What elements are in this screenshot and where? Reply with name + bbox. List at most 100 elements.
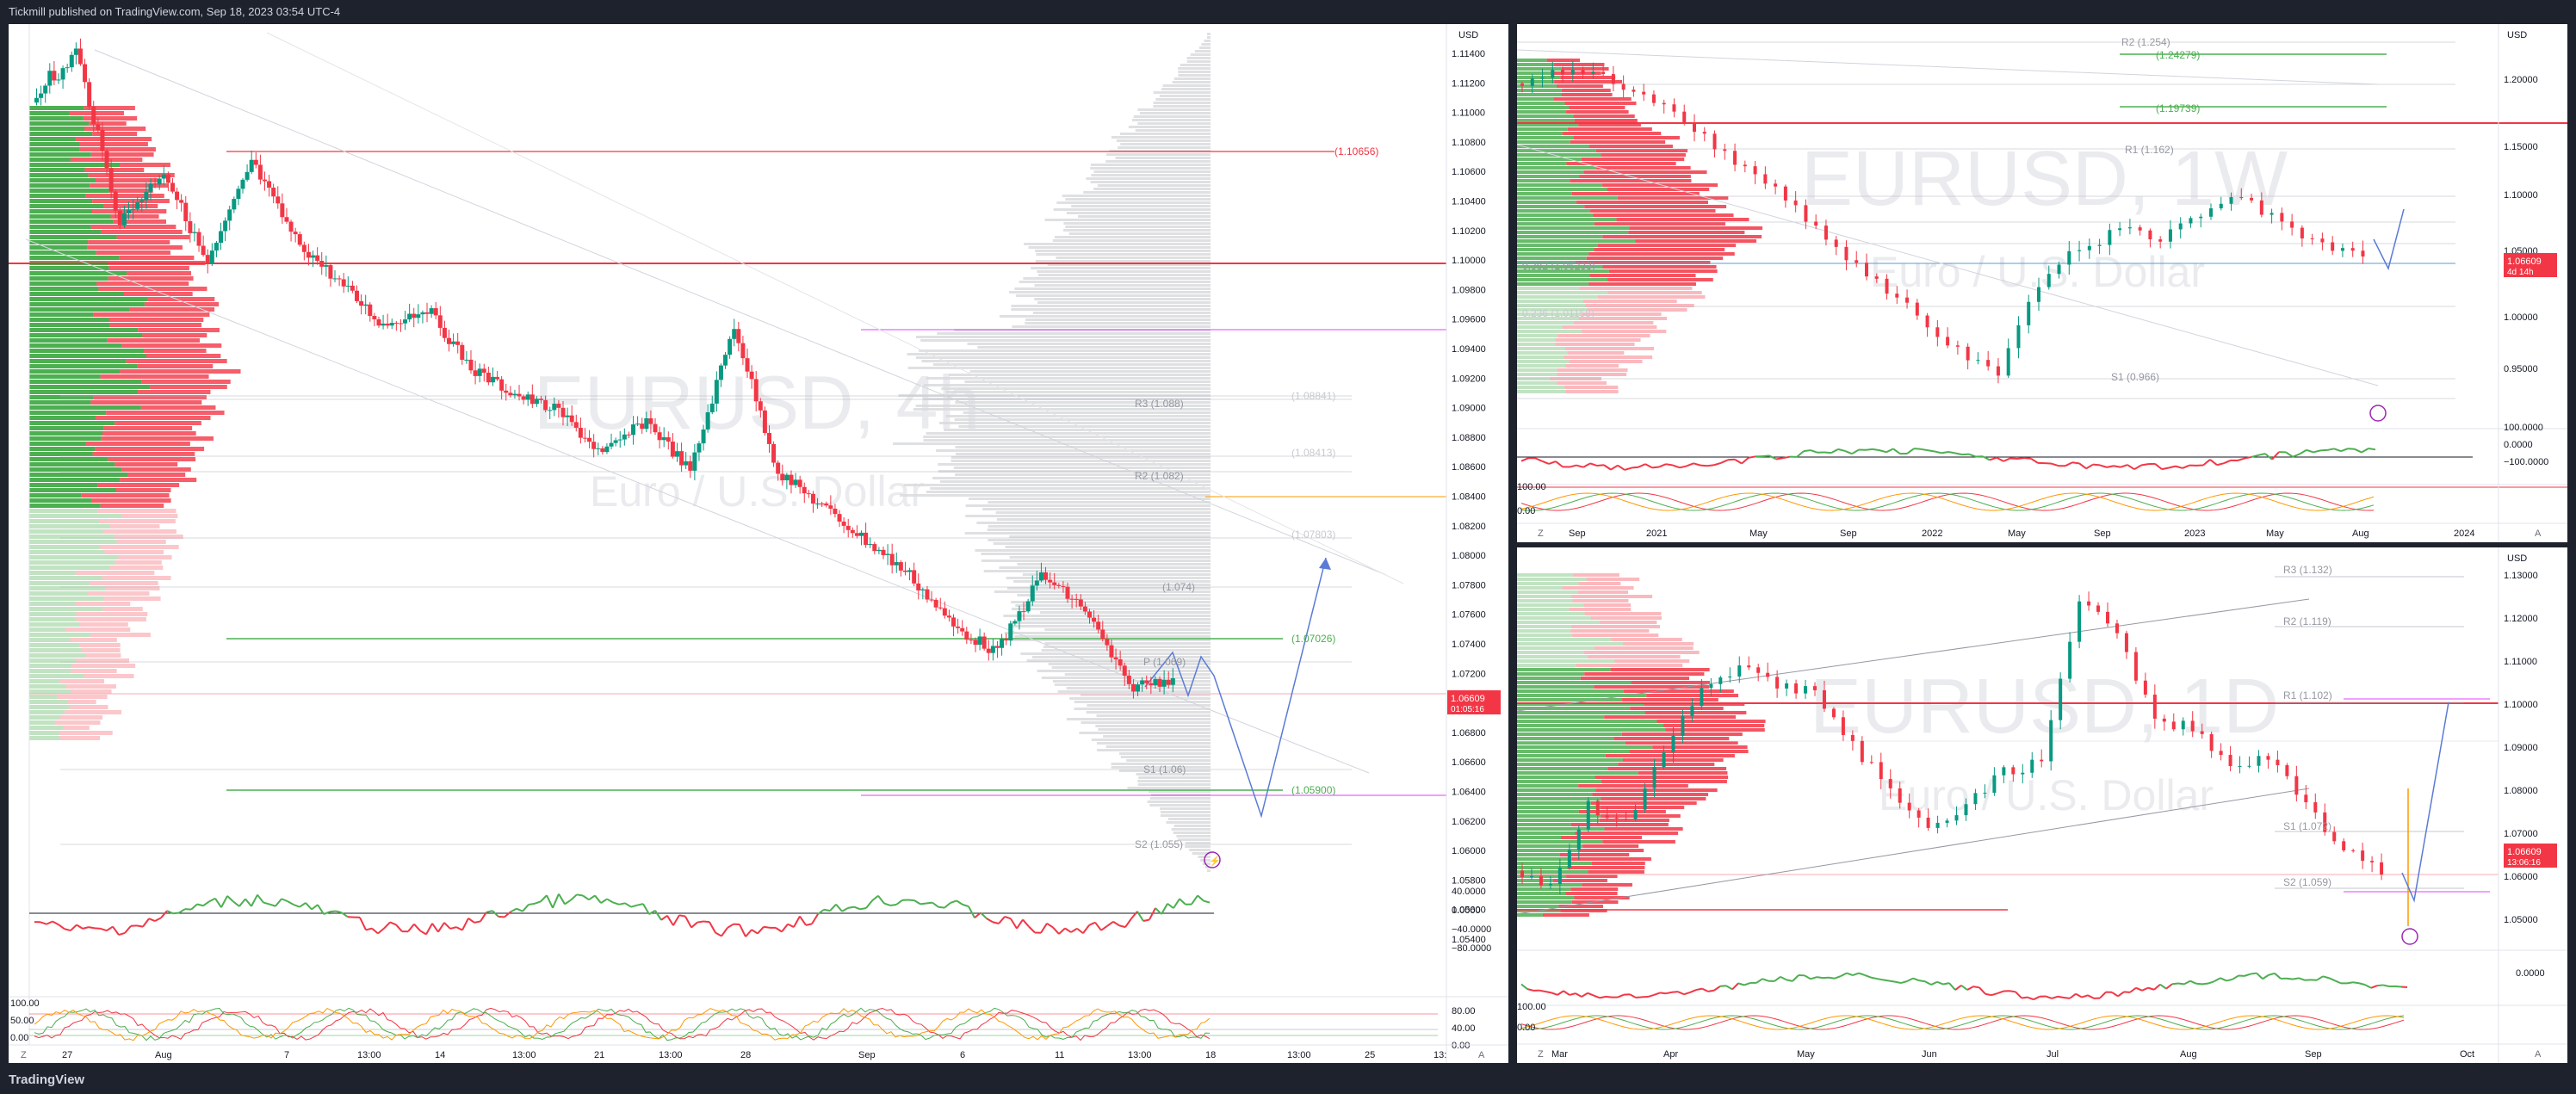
left-time-axis[interactable]: 27 Aug 7 13:00 14 13:00 21 13:00 28 Sep 6 11 13:00 18… [62, 1050, 1446, 1060]
rt-osc1-seg [1720, 459, 1729, 464]
profile-bar-buy [29, 669, 71, 673]
rb-profile-buy [1517, 870, 1588, 874]
rb-osc1-seg [1756, 978, 1763, 984]
rt-time-axis[interactable]: Sep 2021 May Sep 2022 May Sep 2023 May Aug 2024 [1569, 528, 2474, 539]
left-flash-icon[interactable] [1204, 851, 1221, 868]
candle-body [701, 429, 706, 444]
candle-body [789, 474, 794, 485]
rt-osc1-seg [1934, 450, 1942, 454]
rb-osc1-seg [1581, 992, 1588, 998]
rb-candle-body [1576, 829, 1581, 850]
rt-profile-sell [1570, 179, 1692, 182]
vrp-bar [976, 522, 1211, 524]
rb-price-axis[interactable]: 1.130001.120001.110001.100001.090001.080… [2498, 547, 2538, 1063]
rb-flash-icon[interactable] [2401, 928, 2418, 945]
rt-profile-buy [1517, 89, 1562, 92]
vrp-bar [1086, 711, 1211, 714]
vrp-bar [923, 398, 1211, 400]
candle-body [424, 312, 430, 314]
tradingview-logo[interactable]: TradingView [9, 1072, 85, 1087]
rt-profile-sell [1575, 261, 1711, 264]
candle-body [859, 532, 864, 536]
rb-profile-sell [1570, 629, 1650, 633]
profile-bar-buy [29, 498, 92, 503]
candle-body [455, 341, 461, 345]
candle-body [1136, 684, 1141, 692]
candle-body [1069, 598, 1074, 600]
osc1-segment [516, 907, 523, 912]
rb-zoom-button[interactable]: Z [1538, 1049, 1544, 1060]
rt-profile-sell [1582, 300, 1677, 303]
rt-osc2-tick: 0.00 [1517, 506, 1535, 516]
rt-osc1-seg [1803, 449, 1811, 453]
rb-osc1-seg [1876, 978, 1884, 981]
rb-profile-buy [1517, 694, 1647, 697]
left-auto-button[interactable]: A [1478, 1050, 1485, 1060]
rt-osc1-seg [1582, 462, 1591, 468]
rb-candle-body [1917, 810, 1921, 818]
profile-bar-buy [29, 183, 90, 188]
rt-candle-body [1611, 74, 1615, 84]
vrp-bar [1198, 856, 1211, 858]
rt-osc1-seg [2347, 448, 2356, 450]
rt-osc1-seg [1624, 467, 1632, 471]
rb-osc1-seg [1665, 991, 1673, 995]
rt-osc1-seg [2140, 463, 2149, 467]
rt-profile-buy [1517, 201, 1577, 204]
candle-body [284, 217, 289, 222]
rt-flash-icon[interactable] [2369, 405, 2387, 422]
vrp-bar [1034, 298, 1211, 300]
osc1-segment [323, 911, 331, 915]
profile-bar-sell [90, 152, 154, 157]
rt-osc1-seg [2209, 459, 2218, 467]
rb-time-axis[interactable]: Mar Apr May Jun Jul Aug Sep Oct [1551, 1049, 2474, 1060]
rb-osc1-seg [1786, 979, 1793, 982]
rt-profile-buy [1517, 166, 1597, 170]
rt-profile-buy [1517, 205, 1585, 208]
osc1-segment [1076, 927, 1084, 935]
osc1-segment [269, 903, 276, 907]
candle-body [328, 265, 333, 279]
right-top-chart-panel[interactable]: EURUSD, 1W Euro / U.S. Dollar R2 (1.254)… [1517, 24, 2567, 542]
rb-candle-body [2040, 759, 2044, 762]
profile-bar-buy [29, 250, 96, 255]
rt-price-tick: 1.10000 [2504, 190, 2538, 201]
candle-body [407, 313, 412, 320]
price-tick: 1.06600 [1452, 757, 1486, 768]
profile-bar-sell [92, 199, 170, 203]
left-chart-canvas[interactable]: EURUSD, 4h Euro / U.S. Dollar (1.10656) … [9, 24, 1508, 1063]
right-bottom-chart-panel[interactable]: EURUSD, 1D Euro / U.S. Dollar R3 (1.132)… [1517, 547, 2567, 1063]
rt-profile-buy [1517, 300, 1583, 303]
candle-body [121, 213, 127, 226]
rt-profile-buy [1517, 304, 1586, 307]
rb-auto-button[interactable]: A [2535, 1049, 2542, 1060]
vrp-bar [1111, 766, 1211, 769]
profile-bar-sell [150, 385, 227, 389]
profile-bar-buy [29, 571, 77, 575]
left-zoom-button[interactable]: Z [21, 1050, 27, 1060]
rt-auto-button[interactable]: A [2535, 528, 2542, 539]
rb-osc1-seg [2075, 992, 2083, 998]
vrp-bar [939, 422, 1211, 424]
right-top-chart-canvas[interactable]: EURUSD, 1W Euro / U.S. Dollar R2 (1.254)… [1517, 24, 2567, 542]
candle-body [1087, 611, 1092, 618]
vrp-bar [1064, 673, 1211, 676]
rt-candle-body [2290, 221, 2294, 228]
candle-body [762, 410, 767, 434]
rb-osc1-seg [2298, 977, 2306, 981]
candle-body [288, 221, 294, 232]
candle-body [257, 164, 263, 180]
rt-profile-sell [1588, 282, 1696, 286]
rb-label-r2: R2 (1.119) [2283, 615, 2331, 627]
right-bottom-chart-canvas[interactable]: EURUSD, 1D Euro / U.S. Dollar R3 (1.132)… [1517, 547, 2567, 1063]
rt-zoom-button[interactable]: Z [1538, 528, 1544, 539]
candle-body [960, 627, 965, 632]
candle-body [175, 191, 180, 201]
rb-label-r3: R3 (1.132) [2283, 564, 2332, 576]
profile-bar-buy [29, 235, 117, 239]
candle-body [837, 514, 842, 522]
osc1-segment [612, 901, 620, 905]
profile-bar-buy [29, 364, 138, 368]
left-chart-panel[interactable]: EURUSD, 4h Euro / U.S. Dollar (1.10656) … [9, 24, 1508, 1063]
rt-candle-body [1874, 276, 1879, 279]
